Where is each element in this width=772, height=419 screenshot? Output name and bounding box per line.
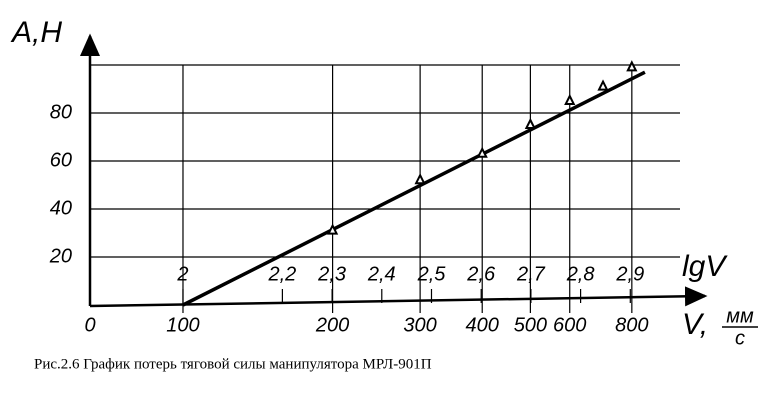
x-axis-label: V, [682,308,708,341]
x-tick-label: 300 [403,314,436,336]
x2-tick-label: 2,8 [566,263,595,285]
x2-tick-label: 2,5 [417,263,447,285]
x-tick-label: 100 [166,314,199,336]
caption: Рис.2.6 График потерь тяговой силы манип… [34,356,432,372]
fit-line [182,70,646,307]
x-tick-label: 200 [315,314,349,336]
data-marker [326,223,339,235]
x2-tick-label: 2,2 [267,263,296,285]
x2-axis-label: lgV [682,250,728,283]
origin-label: 0 [84,314,95,336]
x-tick-label: 800 [615,314,648,336]
y-tick-label: 80 [50,101,72,123]
x-tick-label: 500 [514,314,547,336]
y-tick-label: 20 [49,245,72,267]
data-marker [597,79,609,91]
x2-tick-label: 2,7 [516,263,546,285]
x-tick-label: 400 [466,314,499,336]
x-unit-denominator: с [735,327,745,349]
y-axis-label: A,H [10,16,62,49]
y-tick-label: 40 [50,197,72,219]
data-marker [524,117,537,129]
x2-tick-label: 2,3 [317,263,346,285]
x-unit-numerator: мм [726,305,754,327]
data-marker [564,93,576,105]
x2-tick-label: 2,6 [466,263,496,285]
data-marker [626,60,638,72]
y-tick-label: 60 [50,149,72,171]
data-marker [414,172,426,185]
x-tick-label: 600 [553,314,586,336]
x2-tick-label: 2,9 [615,263,644,285]
x-axis [89,286,708,308]
x2-tick-label: 2,4 [367,263,396,285]
x2-tick-label: 2 [176,263,188,285]
data-marker [476,146,488,158]
